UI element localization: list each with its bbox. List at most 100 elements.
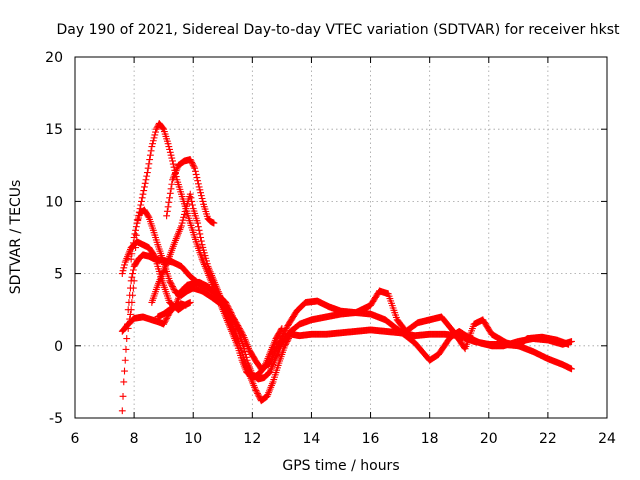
data-point (194, 177, 202, 185)
data-point (180, 213, 188, 221)
data-point (166, 148, 174, 156)
y-tick-label: 5 (54, 267, 63, 283)
data-point (284, 336, 292, 344)
y-tick-label: 0 (54, 339, 63, 355)
data-point (168, 281, 176, 289)
data-point (285, 335, 292, 342)
data-point (132, 223, 140, 231)
data-point (234, 322, 242, 329)
data-point (165, 198, 173, 206)
data-point (166, 146, 173, 153)
data-point (129, 266, 137, 274)
data-point (283, 323, 291, 331)
data-point (140, 187, 148, 194)
data-point (123, 335, 131, 342)
data-point (275, 339, 283, 347)
axis-ticks: 6 8 10 12 14 16 18 20 22 24 -5 0 5 10 15 20 (45, 50, 616, 447)
data-point (188, 198, 196, 205)
data-point (138, 198, 145, 205)
data-point (131, 230, 139, 238)
data-point (231, 316, 238, 324)
data-point (169, 160, 177, 168)
data-point (194, 180, 202, 188)
data-point (124, 325, 132, 332)
data-point (188, 159, 196, 166)
data-point (128, 273, 136, 281)
data-point (163, 212, 171, 220)
data-point (159, 124, 167, 132)
data-point (127, 310, 134, 318)
data-point (135, 208, 143, 216)
data-point (166, 194, 173, 202)
data-point (195, 226, 203, 234)
data-point (167, 280, 175, 288)
data-point (282, 339, 290, 347)
data-point (186, 156, 194, 163)
data-point (127, 306, 135, 314)
data-point (125, 320, 133, 328)
x-tick-label: 10 (184, 431, 202, 447)
data-point (197, 189, 205, 197)
data-point (238, 329, 246, 337)
x-tick-label: 18 (421, 431, 439, 447)
data-point (169, 283, 176, 290)
x-tick-label: 24 (598, 431, 616, 447)
data-point (198, 195, 206, 202)
x-tick-label: 16 (362, 431, 380, 447)
data-point (149, 137, 157, 145)
data-point (235, 323, 243, 331)
data-point (141, 183, 148, 191)
data-point (195, 183, 203, 191)
data-point (189, 201, 196, 209)
data-point (119, 267, 127, 275)
data-point (254, 390, 261, 397)
data-point (169, 284, 177, 292)
data-point (149, 140, 156, 148)
data-point (136, 205, 144, 213)
series-track-6 (148, 190, 236, 328)
data-point (164, 203, 172, 211)
y-tick-label: 15 (45, 122, 63, 138)
plot-frame (74, 56, 608, 419)
data-point (118, 407, 126, 415)
series-track-3 (124, 206, 572, 373)
data-point (137, 201, 145, 209)
data-point (146, 151, 154, 159)
data-point (196, 230, 204, 238)
data-point (122, 346, 130, 353)
data-point (252, 387, 260, 394)
data-point (189, 161, 197, 169)
data-point (165, 143, 173, 150)
data-point (187, 194, 195, 202)
data-point (281, 326, 289, 334)
data-point (162, 316, 170, 324)
data-point (129, 284, 137, 292)
data-point (199, 198, 207, 205)
data-point (126, 315, 134, 323)
data-point (193, 174, 201, 181)
data-point (283, 338, 291, 345)
data-point (189, 160, 196, 168)
data-point (147, 147, 155, 155)
data-point (181, 208, 189, 215)
data-point (182, 301, 190, 309)
data-point (278, 325, 286, 332)
data-point (131, 260, 139, 268)
data-point (127, 255, 135, 263)
data-point (121, 261, 128, 269)
data-point (169, 157, 176, 165)
data-point (194, 223, 202, 231)
data-point (129, 270, 137, 277)
x-tick-label: 20 (480, 431, 498, 447)
data-point (179, 216, 187, 224)
data-point (152, 128, 159, 136)
series-track-5 (163, 156, 218, 227)
data-point (277, 326, 285, 334)
data-point (565, 340, 572, 348)
data-point (254, 391, 262, 399)
data-point (148, 143, 156, 150)
data-point (166, 278, 174, 286)
data-point (196, 186, 204, 194)
data-point (132, 226, 139, 234)
data-point (138, 194, 146, 202)
